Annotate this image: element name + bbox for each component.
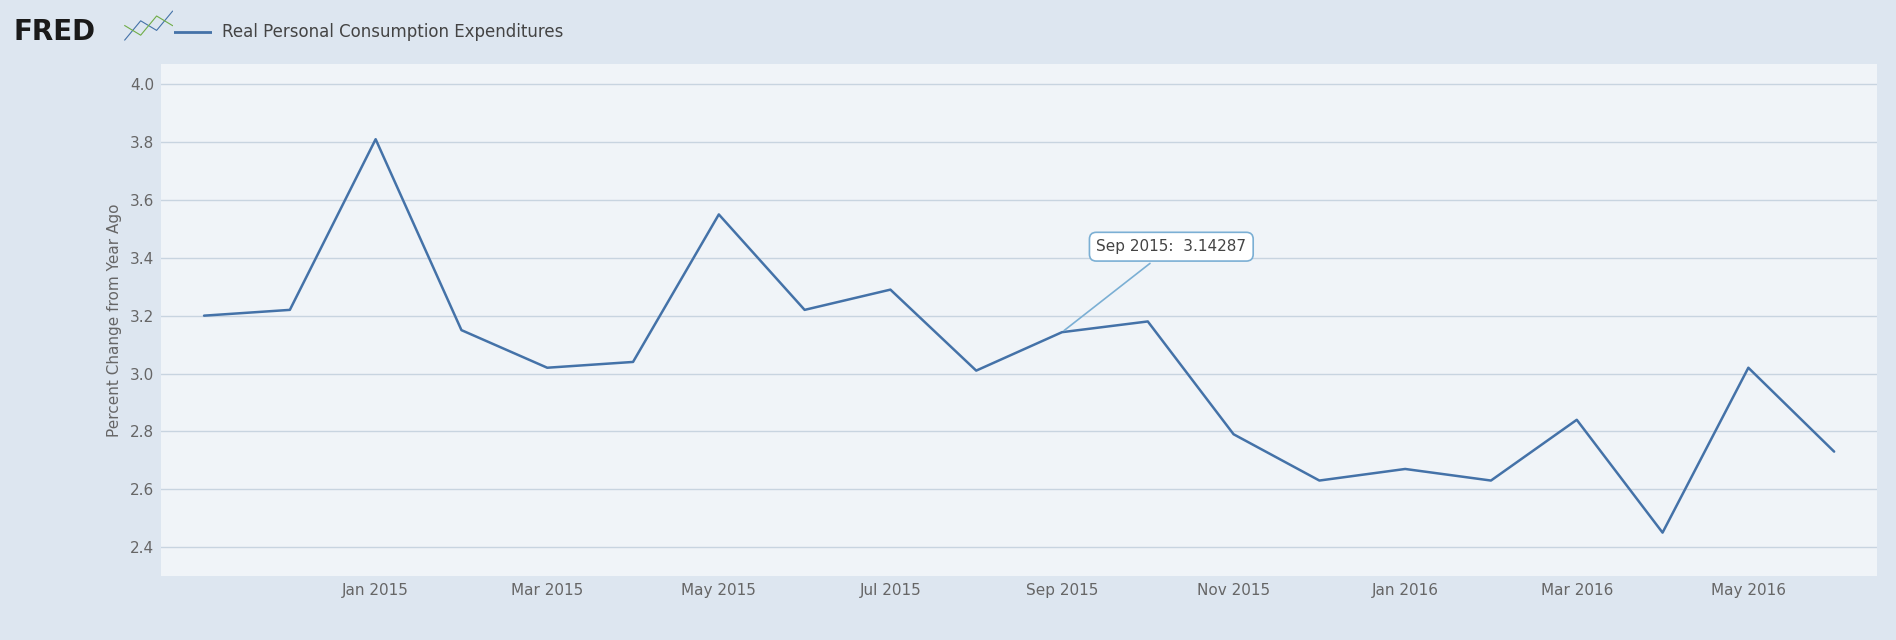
- Text: FRED: FRED: [13, 18, 95, 45]
- Y-axis label: Percent Change from Year Ago: Percent Change from Year Ago: [106, 204, 121, 436]
- Text: Real Personal Consumption Expenditures: Real Personal Consumption Expenditures: [222, 22, 563, 41]
- Text: Sep 2015:  3.14287: Sep 2015: 3.14287: [1064, 239, 1246, 330]
